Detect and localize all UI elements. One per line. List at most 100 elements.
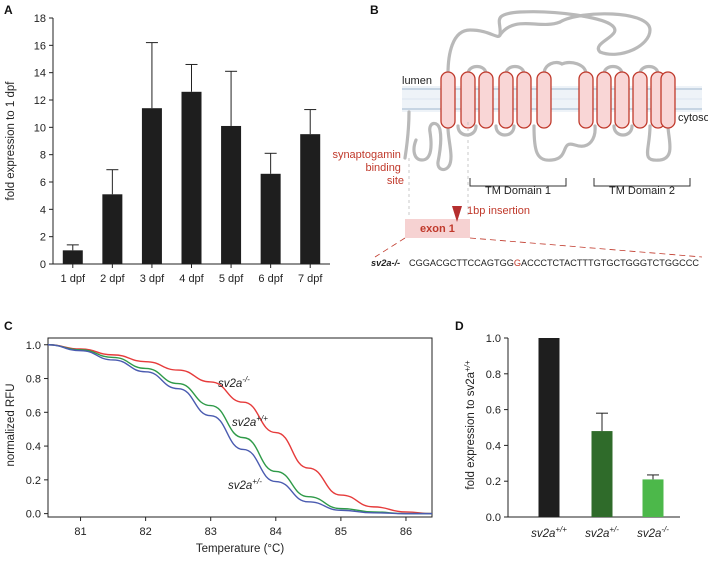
tm-helix-7 [578, 71, 594, 129]
insertion-marker [452, 206, 462, 222]
c-x-tick-label: 85 [335, 526, 347, 538]
insertion-label: 1bp insertion [467, 205, 530, 217]
c-series-line [47, 344, 432, 515]
a-bar [102, 194, 123, 264]
c-x-tick-label: 82 [140, 526, 152, 538]
a-x-tick-label: 4 dpf [179, 273, 204, 285]
lumen-label: lumen [402, 75, 432, 87]
tm-helix-3 [478, 71, 494, 129]
tm-helix-6 [536, 71, 552, 129]
a-y-tick-label: 18 [34, 13, 46, 25]
a-bar [221, 125, 242, 264]
d-x-tick-label-base: sv2a [531, 528, 555, 540]
c-series-line [47, 344, 433, 515]
a-y-tick-label: 4 [40, 204, 46, 216]
c-series-label: sv2a+/- [228, 477, 262, 492]
d-x-tick-label-sup: +/- [609, 525, 619, 534]
zoom-line-right [469, 237, 703, 258]
binding-site-line-1: synaptogamin [332, 149, 401, 161]
tm-helices [440, 71, 676, 129]
d-y-tick-label: 1.0 [486, 333, 501, 345]
genotype-label: sv2a-/- [371, 258, 400, 268]
panel-d-label: D [455, 319, 464, 333]
a-y-tick-label: 10 [34, 122, 46, 134]
d-y-tick-label: 0.4 [486, 440, 501, 452]
a-y-tick-label: 0 [40, 259, 46, 271]
a-bar [141, 108, 162, 264]
sequence-insertion: G [514, 258, 521, 268]
d-y-tick-label: 0.0 [486, 512, 501, 524]
c-series-label-sup: +/- [252, 477, 262, 486]
panel-c-y-axis-label: normalized RFU [5, 383, 17, 466]
zoom-line-left [374, 237, 406, 258]
c-series-label-base: sv2a [228, 480, 252, 492]
sequence-before: CGGACGCTTCCAGTGG [409, 258, 514, 268]
tm-domain-2-bracket [593, 178, 691, 187]
tm-helix-8 [596, 71, 612, 129]
panel-d-y-axis-label-sup: +/+ [463, 360, 472, 372]
c-series-label-sup: -/- [242, 375, 250, 384]
panel-a: A fold expression to 1 dpf 0 2 4 6 8 10 12 14 16… [4, 3, 330, 285]
a-y-tick-label: 2 [40, 232, 46, 244]
a-x-tick-label: 5 dpf [219, 273, 244, 285]
central-cyto-loop [532, 124, 597, 162]
d-x-tick-label: sv2a+/- [585, 525, 619, 540]
c-series-label-base: sv2a [232, 417, 256, 429]
tm-domain-1-label: TM Domain 1 [485, 185, 551, 197]
a-y-tick-label: 12 [34, 95, 46, 107]
d-x-tick-label: sv2a-/- [637, 525, 669, 540]
a-y-tick-label: 6 [40, 177, 46, 189]
tm-helix-4 [498, 71, 514, 129]
binding-site-line-2: binding [365, 162, 400, 174]
lumenal-loop-start [446, 28, 502, 76]
sequence-after: ACCCTCTACTTTGTGCTGGGTCTGGCCC [521, 258, 699, 268]
d-x-tick-label-base: sv2a [637, 528, 661, 540]
d-x-tick-label-sup: +/+ [555, 525, 567, 534]
c-y-tick-label: 0.0 [26, 509, 41, 521]
tm-helix-12 [660, 71, 676, 129]
c-y-tick-label: 0.4 [26, 441, 41, 453]
panel-d-y-axis-label-base: fold expression to sv2a [465, 371, 477, 489]
panel-d: D fold expression to sv2a+/+ 0.00.20.40.… [455, 319, 680, 540]
a-x-tick-label: 7 dpf [298, 273, 323, 285]
cyto-loop-4 [612, 124, 634, 137]
c-series-label: sv2a-/- [218, 375, 250, 390]
large-lumenal-loop [497, 10, 652, 56]
tm-domain-2-label: TM Domain 2 [609, 185, 675, 197]
c-x-tick-label: 86 [400, 526, 412, 538]
c-x-tick-label: 83 [205, 526, 217, 538]
tm-helix-1 [440, 71, 456, 129]
panel-a-label: A [4, 3, 13, 17]
a-bar [62, 250, 83, 264]
a-y-tick-label: 16 [34, 40, 46, 52]
d-x-tick-label-sup: -/- [661, 525, 669, 534]
a-y-tick-label: 14 [34, 68, 46, 80]
c-y-tick-label: 0.6 [26, 407, 41, 419]
c-series-line [47, 344, 432, 515]
exon-1-box [405, 219, 470, 238]
sequence: CGGACGCTTCCAGTGGGACCCTCTACTTTGTGCTGGGTCT… [409, 258, 699, 268]
d-y-tick-label: 0.8 [486, 369, 501, 381]
tm-helix-2 [460, 71, 476, 129]
n-terminus-path [403, 110, 411, 160]
binding-site-line-3: site [387, 175, 404, 187]
d-y-tick-label: 0.6 [486, 405, 501, 417]
tm-helix-5 [516, 71, 532, 129]
c-y-tick-label: 1.0 [26, 340, 41, 352]
a-x-tick-label: 3 dpf [140, 273, 165, 285]
d-bar [591, 431, 613, 517]
cyto-loop-2 [494, 124, 516, 137]
lumenal-loop-return [498, 20, 562, 37]
d-x-tick-label-base: sv2a [585, 528, 609, 540]
lumenal-loop-3 [542, 60, 588, 76]
panel-c-x-axis-label: Temperature (°C) [196, 543, 284, 555]
c-x-tick-label: 84 [270, 526, 282, 538]
c-series-label: sv2a+/+ [232, 414, 268, 429]
panel-d-y-axis-label: fold expression to sv2a+/+ [463, 360, 477, 490]
panel-c: C normalized RFU Temperature (°C) 0.0 0.2… [4, 319, 433, 555]
tm-helix-10 [632, 71, 648, 129]
a-bar [300, 134, 321, 264]
c-y-tick-label: 0.8 [26, 374, 41, 386]
c-terminus-path [645, 124, 672, 162]
